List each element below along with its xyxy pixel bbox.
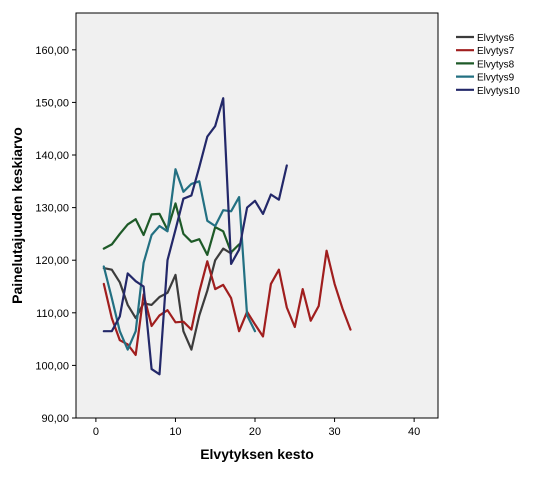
x-axis-label: Elvytyksen kesto — [200, 446, 314, 462]
y-tick-label: 110,00 — [36, 308, 69, 320]
plot-area — [75, 12, 439, 419]
series-line-elvytys6 — [102, 247, 233, 351]
series-line-elvytys8 — [102, 202, 241, 256]
legend-label: Elvytys7 — [477, 46, 515, 57]
y-tick-label: 90,00 — [41, 413, 69, 425]
y-tick-label: 140,00 — [35, 150, 69, 162]
y-tick-label: 120,00 — [35, 255, 69, 267]
y-tick-label: 130,00 — [35, 203, 69, 215]
x-tick-label: 20 — [249, 426, 261, 438]
series-lines — [102, 97, 352, 376]
y-tick-label: 160,00 — [35, 45, 69, 57]
legend-label: Elvytys8 — [477, 59, 515, 70]
x-tick-label: 10 — [169, 426, 181, 438]
legend-label: Elvytys9 — [477, 73, 515, 84]
legend-label: Elvytys10 — [477, 86, 520, 97]
x-tick-label: 30 — [328, 426, 340, 438]
x-tick-label: 40 — [408, 426, 420, 438]
legend: Elvytys6 Elvytys7 Elvytys8 Elvytys9 Elvytys1… — [456, 33, 520, 97]
series-line-elvytys9 — [102, 168, 257, 351]
y-tick-label: 100,00 — [35, 360, 69, 372]
legend-label: Elvytys6 — [477, 33, 515, 44]
y-tick-label: 150,00 — [35, 97, 69, 109]
series-line-elvytys10 — [102, 97, 288, 376]
axis-ticks: 0 10 20 30 40 90,00 100,00 110,00 120,00 130,00 14… — [35, 45, 420, 438]
x-tick-label: 0 — [93, 426, 99, 438]
y-axis-label: Painelutajuuden keskiarvo — [9, 127, 25, 304]
